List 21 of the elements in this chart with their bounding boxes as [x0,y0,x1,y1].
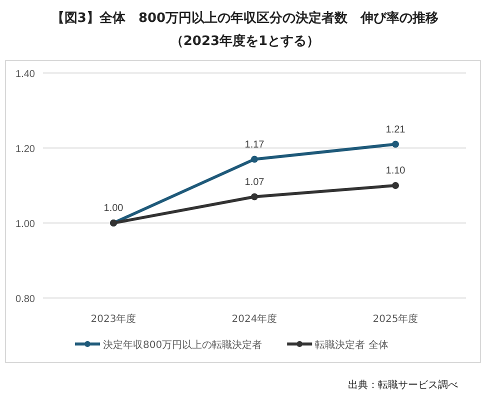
point [251,156,258,163]
subtitle: （2023年度を1とする） [170,34,320,49]
y-tick-label: 1.40 [16,69,36,80]
x-tick-label: 2024年度 [232,313,278,325]
source-note: 出典：転職サービス調べ [348,379,458,391]
point [251,193,258,200]
data-label: 1.17 [244,139,265,150]
title: 【図3】全体 800万円以上の年収区分の決定者数 伸び率の推移 [51,11,439,26]
data-label: 1.21 [386,124,406,136]
x-tick-label: 2025年度 [372,313,418,325]
point [392,182,399,189]
y-tick-label: 1.00 [16,219,36,230]
legend-label: 転職決定者 全体 [315,339,388,351]
data-label: 1.00 [104,203,124,214]
point [392,140,399,148]
x-tick-label: 2023年度 [90,313,136,325]
y-tick-label: 0.80 [16,294,36,305]
y-tick-label: 1.20 [16,144,36,155]
legend-label: 決定年収800万円以上の転職決定者 [103,339,262,351]
data-label: 1.07 [244,176,265,188]
data-label: 1.10 [386,166,406,176]
